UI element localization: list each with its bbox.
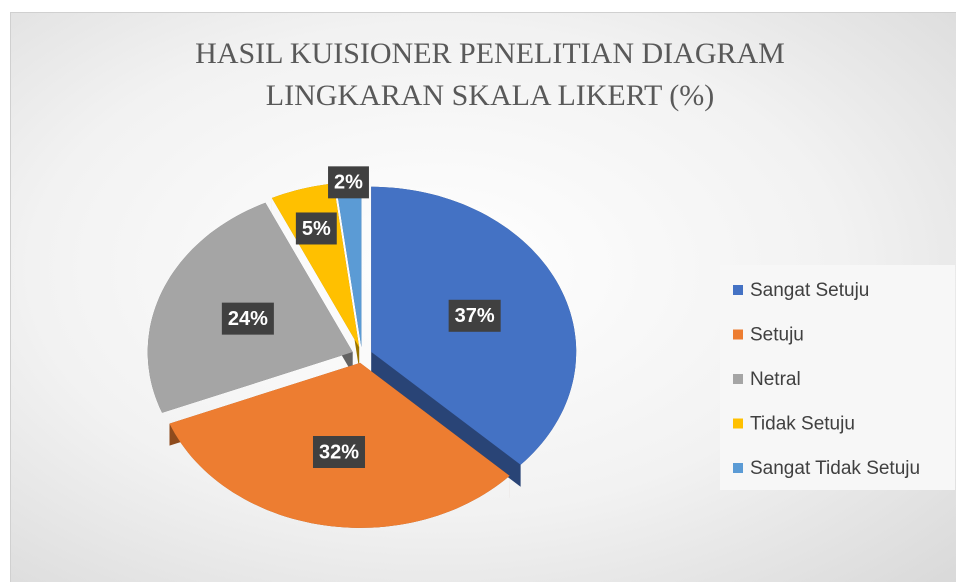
legend-label: Netral bbox=[750, 369, 801, 390]
legend-swatch bbox=[733, 374, 743, 384]
data-label: 37% bbox=[455, 305, 495, 327]
data-label-box bbox=[295, 212, 337, 245]
legend-label: Tidak Setuju bbox=[750, 414, 855, 435]
legend-swatch bbox=[733, 463, 743, 473]
data-label-box bbox=[312, 436, 366, 469]
legend-swatch bbox=[733, 285, 743, 295]
legend-label: Setuju bbox=[750, 325, 804, 346]
legend-label: Sangat Tidak Setuju bbox=[750, 458, 920, 479]
data-label: 32% bbox=[319, 441, 359, 463]
slice bbox=[335, 182, 362, 348]
data-label: 24% bbox=[228, 308, 268, 330]
slice bbox=[271, 183, 360, 348]
data-label-box bbox=[448, 299, 501, 332]
legend-box bbox=[720, 265, 955, 490]
data-label-box bbox=[328, 166, 369, 199]
data-label: 2% bbox=[334, 172, 363, 194]
chart-title: HASIL KUISIONER PENELITIAN DIAGRAM LINGK… bbox=[195, 37, 785, 112]
legend-swatch bbox=[733, 329, 743, 340]
legend-swatch bbox=[733, 418, 743, 429]
legend-label: Sangat Setuju bbox=[750, 280, 869, 301]
data-label: 5% bbox=[302, 218, 331, 240]
data-label-box bbox=[221, 302, 274, 335]
